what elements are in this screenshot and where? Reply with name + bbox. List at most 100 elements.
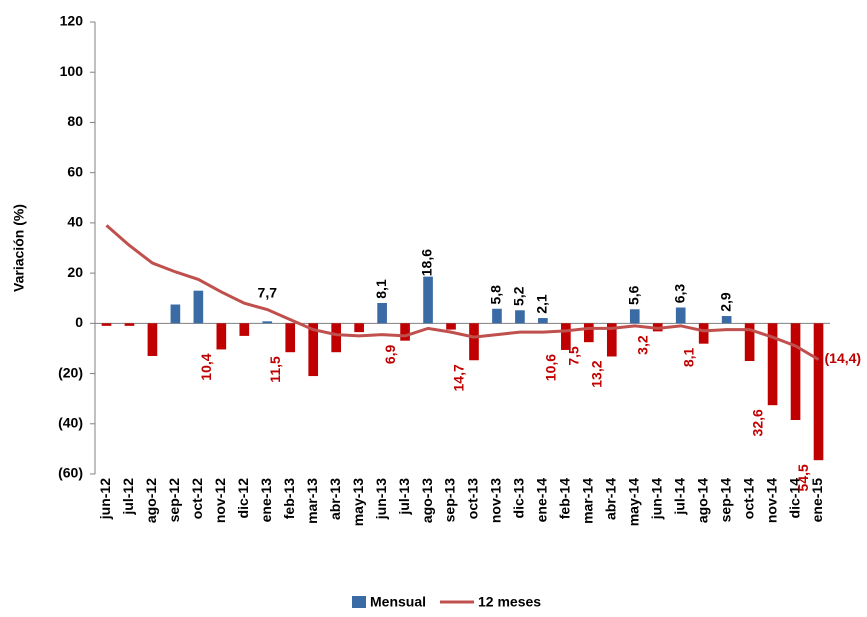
x-tick-label: nov-14 bbox=[763, 478, 779, 523]
x-tick-label: dic-12 bbox=[235, 478, 251, 519]
value-label: 3,2 bbox=[634, 335, 650, 355]
bar bbox=[124, 323, 135, 326]
x-tick-label: ene-14 bbox=[534, 478, 550, 523]
value-label: 14,7 bbox=[451, 364, 467, 391]
x-tick-label: oct-13 bbox=[465, 478, 481, 519]
value-label: 10,4 bbox=[198, 353, 214, 380]
y-tick-label: (60) bbox=[58, 465, 83, 481]
value-label: 8,1 bbox=[373, 279, 389, 299]
bar bbox=[377, 302, 387, 324]
x-tick-label: ene-13 bbox=[258, 478, 274, 523]
bar bbox=[813, 323, 824, 461]
y-tick-label: 20 bbox=[67, 264, 83, 280]
bar bbox=[675, 307, 686, 324]
x-tick-label: may-14 bbox=[625, 478, 641, 526]
x-tick-label: abr-14 bbox=[603, 478, 619, 520]
y-axis-label: Variación (%) bbox=[11, 204, 27, 292]
x-tick-label: ago-14 bbox=[694, 478, 710, 523]
x-tick-label: jun-12 bbox=[97, 478, 113, 520]
x-tick-label: oct-14 bbox=[740, 478, 756, 519]
legend-swatch bbox=[352, 596, 366, 608]
y-tick-label: (20) bbox=[58, 364, 83, 380]
y-tick-label: 120 bbox=[60, 13, 84, 29]
bar bbox=[216, 323, 227, 350]
x-tick-label: dic-14 bbox=[786, 478, 802, 519]
bar bbox=[698, 323, 709, 344]
bar bbox=[147, 323, 158, 356]
bar bbox=[423, 276, 433, 324]
x-tick-label: mar-13 bbox=[304, 478, 320, 524]
value-label: 11,5 bbox=[267, 356, 283, 383]
value-label: 13,2 bbox=[589, 360, 605, 387]
legend-label: Mensual bbox=[370, 594, 426, 610]
x-tick-label: ago-12 bbox=[143, 478, 159, 523]
value-label: 2,1 bbox=[534, 294, 550, 314]
x-tick-label: nov-13 bbox=[488, 478, 504, 523]
value-label: 6,3 bbox=[671, 284, 687, 304]
bar bbox=[400, 323, 410, 341]
value-label: 10,6 bbox=[543, 354, 559, 381]
bar bbox=[193, 290, 204, 324]
bar bbox=[515, 310, 525, 324]
x-tick-label: sep-13 bbox=[442, 478, 458, 523]
value-label: 5,8 bbox=[488, 285, 504, 305]
x-tick-label: oct-12 bbox=[189, 478, 205, 519]
y-tick-label: (40) bbox=[58, 414, 83, 430]
bar bbox=[308, 323, 319, 377]
bar bbox=[239, 323, 250, 336]
line bbox=[105, 224, 820, 361]
x-tick-label: dic-13 bbox=[511, 478, 527, 519]
x-tick-label: jun-13 bbox=[373, 478, 389, 520]
x-tick-label: abr-13 bbox=[327, 478, 343, 520]
x-tick-label: ago-13 bbox=[419, 478, 435, 523]
y-tick-label: 100 bbox=[60, 63, 84, 79]
x-tick-label: jul-12 bbox=[120, 478, 136, 516]
value-label: 18,6 bbox=[419, 249, 435, 276]
bar bbox=[354, 323, 364, 333]
bar bbox=[721, 316, 732, 324]
x-tick-label: ene-15 bbox=[809, 478, 825, 523]
y-tick-label: 0 bbox=[75, 314, 83, 330]
bar bbox=[744, 323, 755, 361]
x-tick-label: jun-14 bbox=[648, 478, 664, 520]
value-label: 6,9 bbox=[382, 344, 398, 364]
value-label: 5,6 bbox=[625, 285, 641, 305]
value-label: 32,6 bbox=[749, 409, 765, 436]
bar bbox=[446, 323, 456, 330]
x-tick-label: may-13 bbox=[350, 478, 366, 526]
bar bbox=[767, 323, 778, 406]
x-tick-label: mar-14 bbox=[580, 478, 596, 524]
value-label: 5,2 bbox=[511, 286, 527, 306]
x-tick-label: jul-14 bbox=[671, 478, 687, 516]
bar bbox=[170, 304, 181, 324]
value-label: 7,5 bbox=[566, 346, 582, 366]
value-label: 2,9 bbox=[717, 292, 733, 312]
annotation: 7,7 bbox=[258, 285, 278, 301]
bar bbox=[790, 323, 801, 421]
x-tick-label: sep-14 bbox=[717, 478, 733, 523]
bar bbox=[538, 318, 548, 324]
bar bbox=[331, 323, 341, 353]
y-tick-label: 80 bbox=[67, 113, 83, 129]
bar bbox=[262, 321, 273, 324]
bar bbox=[606, 323, 617, 357]
bar bbox=[285, 323, 296, 353]
x-tick-label: feb-13 bbox=[281, 478, 297, 519]
x-tick-label: sep-12 bbox=[166, 478, 182, 523]
value-label: 54,5 bbox=[795, 464, 811, 491]
x-tick-label: nov-12 bbox=[212, 478, 228, 523]
y-tick-label: 40 bbox=[67, 214, 83, 230]
bar bbox=[561, 323, 571, 350]
line-value-label: (14,4) bbox=[825, 350, 862, 366]
bar bbox=[584, 323, 594, 343]
x-tick-label: jul-13 bbox=[396, 478, 412, 516]
x-tick-label: feb-14 bbox=[557, 478, 573, 519]
value-label: 8,1 bbox=[680, 347, 696, 367]
bar bbox=[492, 308, 502, 324]
bar bbox=[101, 323, 112, 326]
legend-label: 12 meses bbox=[478, 594, 541, 610]
bar bbox=[469, 323, 479, 361]
y-tick-label: 60 bbox=[67, 163, 83, 179]
bar bbox=[629, 309, 640, 324]
